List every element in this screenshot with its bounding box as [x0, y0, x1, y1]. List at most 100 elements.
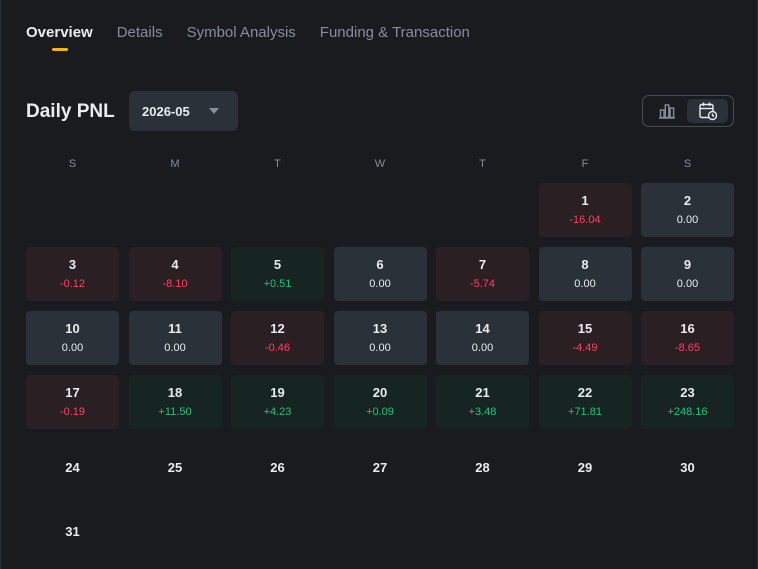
calendar-day-cell[interactable]: 18 +11.50 [128, 375, 222, 429]
day-pnl-value: -16.04 [569, 214, 601, 226]
weekday-label: W [374, 158, 386, 170]
day-number: 23 [680, 385, 695, 400]
day-number: 16 [680, 321, 695, 336]
calendar-day-cell[interactable]: 3 -0.12 [26, 247, 119, 301]
weekday-label: T [479, 158, 486, 170]
day-number: 7 [478, 257, 487, 272]
day-pnl-value: -5.74 [469, 278, 496, 290]
bar-chart-icon [658, 104, 675, 119]
calendar-day-cell[interactable]: 2 0.00 [641, 183, 734, 237]
calendar-icon [698, 102, 717, 121]
caret-down-icon [209, 108, 219, 114]
tab-funding-transaction[interactable]: Funding & Transaction [320, 23, 470, 51]
day-number: 24 [65, 460, 80, 475]
day-pnl-value: +248.16 [667, 406, 708, 418]
day-number: 2 [683, 193, 692, 208]
day-pnl-value: -0.19 [59, 406, 86, 418]
calendar-day-cell[interactable]: 5 +0.51 [231, 247, 324, 301]
day-pnl-value: +11.50 [158, 406, 192, 418]
calendar-day-cell[interactable]: 24 [26, 439, 119, 493]
day-number: 28 [475, 460, 490, 475]
day-pnl-value: +4.23 [263, 406, 292, 418]
calendar-day-cell[interactable]: 12 -0.46 [231, 311, 324, 365]
day-pnl-value: 0.00 [676, 278, 699, 290]
tab-details[interactable]: Details [117, 23, 163, 51]
day-number: 18 [167, 385, 183, 400]
pnl-calendar-grid: 1 -16.04 2 0.00 3 -0.12 4 -8.10 5 +0.51 6 0.00 7 -5.7… [26, 183, 734, 557]
calendar-day-cell[interactable]: 15 -4.49 [538, 311, 632, 365]
day-pnl-value: 0.00 [574, 278, 596, 290]
day-number: 1 [581, 193, 589, 208]
calendar-day-cell[interactable]: 23 +248.16 [641, 375, 734, 429]
tab-label: Symbol Analysis [186, 24, 296, 41]
tab-label: Funding & Transaction [319, 24, 470, 41]
day-pnl-value: -8.65 [674, 342, 701, 354]
day-pnl-value: -0.46 [264, 342, 291, 354]
month-select-value: 2026-05 [142, 103, 190, 119]
day-number: 13 [372, 321, 388, 336]
day-number: 22 [577, 385, 593, 400]
day-number: 5 [273, 257, 282, 272]
calendar-day-cell[interactable]: 25 [129, 439, 222, 493]
calendar-day-cell[interactable]: 31 [26, 503, 119, 557]
day-number: 6 [376, 257, 384, 272]
weekday-label: F [581, 158, 589, 170]
day-number: 11 [168, 321, 182, 336]
calendar-day-cell[interactable]: 27 [334, 439, 427, 493]
section-title: Daily PNL [26, 101, 115, 122]
tab-bar: Overview Details Symbol Analysis Funding… [26, 23, 470, 51]
calendar-day-cell[interactable]: 26 [231, 439, 324, 493]
calendar-day-cell[interactable]: 30 [641, 439, 734, 493]
calendar-blank-cell [26, 183, 119, 237]
day-pnl-value: +0.09 [366, 406, 394, 418]
day-pnl-value: 0.00 [61, 342, 84, 354]
day-pnl-value: 0.00 [164, 342, 186, 354]
calendar-view-button[interactable] [687, 99, 728, 123]
day-number: 25 [167, 460, 183, 475]
day-number: 15 [577, 321, 593, 336]
calendar-day-cell[interactable]: 9 0.00 [641, 247, 734, 301]
calendar-blank-cell [129, 183, 222, 237]
calendar-day-cell[interactable]: 29 [539, 439, 632, 493]
bar-chart-view-button[interactable] [646, 99, 687, 123]
weekday-label: S [683, 158, 692, 170]
view-toggle [642, 95, 734, 127]
calendar-day-cell[interactable]: 28 [436, 439, 529, 493]
day-number: 20 [372, 385, 388, 400]
calendar-day-cell[interactable]: 16 -8.65 [641, 311, 734, 365]
day-number: 17 [65, 385, 80, 400]
calendar-day-cell[interactable]: 21 +3.48 [436, 375, 529, 429]
calendar-day-cell[interactable]: 6 0.00 [333, 247, 427, 301]
month-select[interactable]: 2026-05 [129, 91, 238, 131]
calendar-day-cell[interactable]: 1 -16.04 [538, 183, 632, 237]
day-pnl-value: 0.00 [676, 214, 699, 226]
tab-overview[interactable]: Overview [26, 23, 93, 51]
calendar-day-cell[interactable]: 14 0.00 [436, 311, 529, 365]
calendar-day-cell[interactable]: 19 +4.23 [231, 375, 324, 429]
calendar-day-cell[interactable]: 11 0.00 [128, 311, 222, 365]
calendar-day-cell[interactable]: 20 +0.09 [333, 375, 427, 429]
day-number: 19 [270, 385, 285, 400]
calendar-day-cell[interactable]: 8 0.00 [538, 247, 632, 301]
calendar-day-cell[interactable]: 22 +71.81 [538, 375, 632, 429]
day-number: 31 [65, 524, 80, 539]
tab-label: Overview [26, 24, 93, 41]
calendar-day-cell[interactable]: 7 -5.74 [436, 247, 529, 301]
weekday-label: T [274, 158, 281, 170]
calendar-day-cell[interactable]: 17 -0.19 [26, 375, 119, 429]
calendar-day-cell[interactable]: 4 -8.10 [128, 247, 222, 301]
calendar-day-cell[interactable]: 10 0.00 [26, 311, 119, 365]
day-number: 26 [270, 460, 285, 475]
day-number: 9 [683, 257, 692, 272]
tab-label: Details [116, 24, 163, 41]
day-number: 3 [68, 257, 77, 272]
day-number: 30 [680, 460, 695, 475]
day-number: 8 [581, 257, 589, 272]
day-pnl-value: 0.00 [369, 278, 391, 290]
tab-symbol-analysis[interactable]: Symbol Analysis [187, 23, 296, 51]
day-pnl-value: -8.10 [162, 278, 188, 290]
day-number: 4 [171, 257, 179, 272]
calendar-day-cell[interactable]: 13 0.00 [333, 311, 427, 365]
day-number: 14 [475, 321, 490, 336]
